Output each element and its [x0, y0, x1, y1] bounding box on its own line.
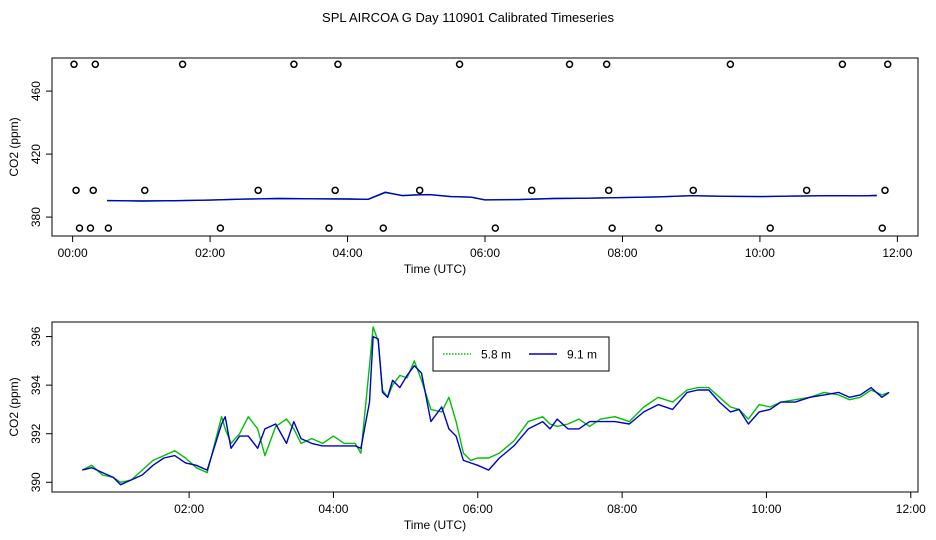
calibration-point	[216, 224, 225, 232]
x-tick-label: 10:00	[751, 502, 781, 516]
calibration-point	[608, 224, 616, 232]
y-axis-label: CO2 (ppm)	[7, 377, 21, 436]
calibration-point	[75, 224, 84, 232]
calibration-point	[104, 224, 113, 232]
calibration-point	[70, 60, 78, 69]
x-tick-label: 08:00	[607, 502, 637, 516]
series-line-9-1-m	[82, 335, 890, 486]
calibration-point	[290, 60, 298, 69]
calibration-point	[379, 224, 388, 232]
calibration-point	[878, 224, 887, 232]
y-tick-label: 392	[29, 423, 43, 443]
calibration-point	[178, 60, 187, 69]
x-axis-label: Time (UTC)	[404, 518, 466, 532]
calibration-point	[325, 224, 333, 232]
x-tick-label: 00:00	[58, 246, 88, 260]
calibration-point	[766, 224, 774, 232]
x-tick-label: 12:00	[896, 502, 926, 516]
x-tick-label: 08:00	[607, 246, 637, 260]
x-tick-label: 12:00	[882, 246, 912, 260]
series-line-9-1-m	[106, 191, 877, 202]
calibration-point	[802, 186, 811, 195]
x-tick-label: 04:00	[318, 502, 348, 516]
bottom-panel-co2-timeseries: 02:00 04:00 06:00 08:00 10:00 12:00 390 392 394 3…	[7, 321, 926, 532]
calibration-point	[455, 60, 464, 69]
y-tick-label: 380	[29, 207, 43, 227]
y-tick-label: 394	[29, 375, 43, 395]
calibration-point	[415, 186, 424, 195]
calibration-point	[331, 186, 339, 195]
legend-label: 9.1 m	[567, 348, 597, 362]
x-tick-label: 02:00	[195, 246, 225, 260]
calibration-point	[838, 60, 847, 69]
calibration-point	[565, 60, 574, 69]
y-axis-label: CO2 (ppm)	[7, 117, 21, 176]
y-tick-label: 460	[29, 81, 43, 101]
x-tick-label: 02:00	[174, 502, 204, 516]
calibration-point	[86, 224, 95, 232]
calibration-point	[602, 60, 611, 69]
calibration-point	[491, 224, 500, 232]
x-tick-label: 06:00	[470, 246, 500, 260]
legend-label: 5.8 m	[481, 348, 511, 362]
calibration-point	[254, 186, 262, 195]
plot-frame	[51, 57, 919, 237]
x-tick-label: 10:00	[745, 246, 775, 260]
top-panel-co2-with-calibrations: 00:00 02:00 04:00 06:00 08:00 10:00 12:00 380 42…	[7, 57, 919, 276]
calibration-point	[689, 186, 698, 195]
y-tick-label: 420	[29, 144, 43, 164]
calibration-point	[655, 224, 663, 232]
x-axis-label: Time (UTC)	[404, 262, 466, 276]
calibration-point	[141, 186, 149, 195]
calibration-point	[89, 186, 97, 195]
y-tick-label: 390	[29, 472, 43, 492]
plot-frame	[51, 321, 919, 493]
series-line-5-8-m	[81, 326, 890, 483]
legend: 5.8 m 9.1 m	[432, 336, 610, 372]
y-tick-label: 396	[29, 326, 43, 346]
calibration-point	[72, 186, 80, 195]
calibration-point	[334, 60, 342, 69]
calibration-point	[91, 60, 100, 69]
x-tick-label: 04:00	[333, 246, 363, 260]
calibration-point	[881, 186, 889, 195]
calibration-point	[604, 186, 613, 195]
calibration-point	[884, 60, 892, 69]
calibration-point	[527, 186, 536, 195]
figure-title: SPL AIRCOA G Day 110901 Calibrated Times…	[322, 10, 614, 25]
calibration-point	[726, 60, 735, 69]
x-tick-label: 06:00	[463, 502, 493, 516]
